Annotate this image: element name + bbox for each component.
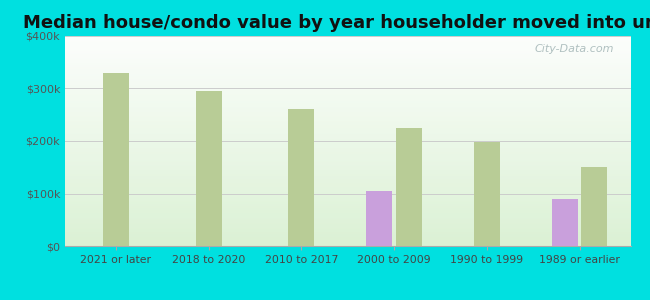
Bar bbox=[581, 167, 607, 246]
Bar bbox=[196, 91, 222, 246]
Bar bbox=[367, 191, 392, 246]
Bar bbox=[552, 199, 578, 246]
Bar bbox=[103, 73, 129, 246]
Text: City-Data.com: City-Data.com bbox=[534, 44, 614, 54]
Bar bbox=[474, 142, 500, 246]
Title: Median house/condo value by year householder moved into unit: Median house/condo value by year househo… bbox=[23, 14, 650, 32]
Bar bbox=[396, 128, 422, 246]
Bar bbox=[289, 110, 315, 246]
